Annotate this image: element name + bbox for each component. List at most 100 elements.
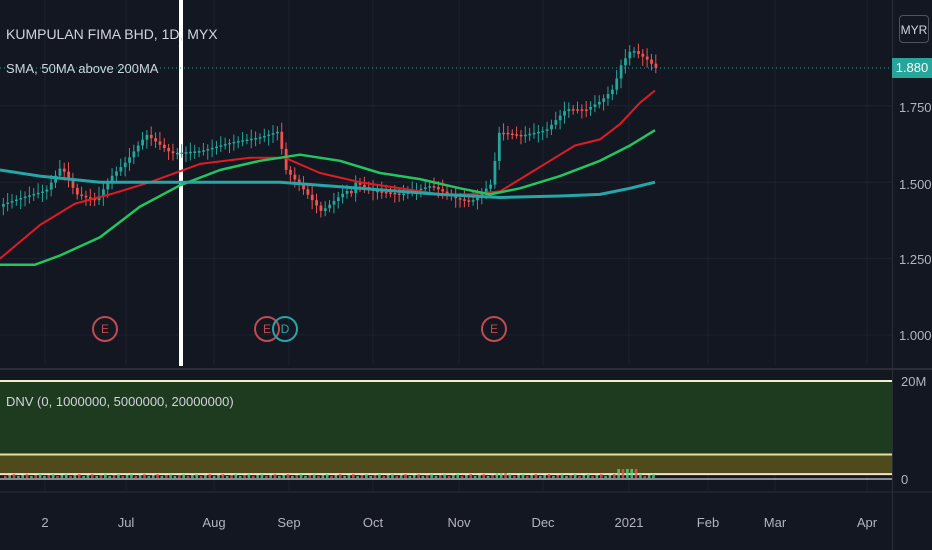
y-tick-label: 1.750 — [899, 100, 932, 115]
candle-body — [567, 109, 571, 112]
earnings-event-marker[interactable]: E — [481, 316, 507, 342]
candle-body — [41, 191, 44, 194]
candle-body — [532, 132, 536, 135]
volume-bar — [373, 475, 377, 478]
candle-body — [484, 188, 488, 193]
volume-bar — [282, 475, 285, 478]
candle-body — [202, 150, 205, 152]
x-tick-label: Oct — [362, 515, 384, 530]
candle-body — [502, 132, 506, 135]
volume-bar — [234, 474, 238, 478]
volume-bar — [147, 476, 151, 478]
study-label[interactable]: SMA, 50MA above 200MA — [6, 61, 159, 76]
candle-body — [58, 168, 62, 176]
candle-body — [167, 148, 171, 152]
volume-bar — [304, 476, 307, 478]
volume-bar — [295, 475, 299, 478]
candle-body — [554, 120, 558, 125]
volume-bar — [95, 476, 98, 478]
volume-bar — [212, 476, 216, 478]
x-tick-label: Jul — [117, 515, 135, 530]
candle-body — [136, 145, 140, 152]
volume-bar — [391, 474, 394, 478]
sma-200-line — [0, 168, 656, 199]
symbol-title[interactable]: KUMPULAN FIMA BHD, 1D, MYX — [6, 26, 218, 42]
volume-tick-label: 0 — [901, 472, 909, 487]
x-tick-label: 2 — [41, 515, 49, 530]
volume-bar — [604, 476, 607, 478]
candle-body — [593, 104, 597, 108]
volume-bar — [395, 476, 399, 478]
dividend-event-marker[interactable]: D — [272, 316, 298, 342]
volume-bar — [164, 475, 168, 478]
candle-body — [297, 179, 301, 185]
volume-bar — [356, 476, 359, 478]
volume-bar — [312, 474, 316, 478]
volume-bar — [582, 475, 586, 478]
currency-button[interactable]: MYR — [899, 15, 929, 43]
candle-body — [437, 187, 440, 190]
volume-bar — [121, 476, 125, 478]
candle-body — [393, 192, 397, 195]
volume-bar — [491, 475, 494, 478]
earnings-event-marker[interactable]: E — [92, 316, 118, 342]
volume-bar — [591, 476, 594, 478]
candle-body — [149, 134, 153, 139]
volume-bar — [51, 474, 55, 478]
candle-body — [210, 147, 214, 150]
candle-body — [389, 192, 392, 194]
candle-body — [263, 135, 266, 138]
candle-body — [267, 134, 271, 137]
candle-body — [328, 204, 332, 209]
event-label: E — [100, 322, 109, 336]
candle-body — [84, 195, 88, 198]
candle-body — [545, 129, 549, 131]
volume-bar — [86, 475, 90, 478]
volume-bar — [17, 476, 20, 478]
volume-bar — [626, 469, 629, 478]
volume-bar — [291, 476, 294, 478]
volume-bar — [473, 476, 477, 478]
candle-body — [180, 152, 184, 155]
volume-bar — [443, 474, 446, 478]
volume-bar — [199, 476, 203, 478]
volume-bar — [543, 475, 546, 478]
candle-body — [80, 194, 84, 196]
volume-bar — [586, 474, 590, 478]
volume-bar — [521, 474, 525, 478]
volume-bar — [30, 476, 33, 478]
volume-bar — [369, 476, 372, 478]
candle-body — [154, 138, 158, 142]
volume-bar — [134, 476, 138, 478]
volume-bar — [634, 469, 638, 478]
volume-bar — [195, 474, 198, 478]
candle-body — [628, 51, 632, 59]
x-tick-label: Feb — [696, 515, 720, 530]
event-label: E — [489, 322, 498, 336]
candle-body — [345, 190, 349, 194]
candle-body — [6, 202, 10, 205]
candle-body — [106, 182, 110, 190]
volume-bar — [130, 474, 133, 478]
candle-body — [589, 107, 593, 110]
candle-body — [258, 137, 262, 139]
volume-bar — [221, 474, 225, 478]
volume-study-label[interactable]: DNV (0, 1000000, 5000000, 20000000) — [6, 394, 234, 409]
volume-bar — [117, 474, 120, 478]
volume-bar — [534, 474, 538, 478]
candle-body — [197, 151, 201, 153]
volume-bar — [208, 474, 212, 478]
volume-bar — [430, 474, 433, 478]
candle-body — [428, 186, 432, 188]
candle-body — [515, 134, 519, 136]
candle-body — [276, 131, 279, 134]
candle-body — [645, 56, 649, 60]
candle-body — [45, 189, 49, 192]
x-tick-label: Apr — [856, 515, 878, 530]
volume-bar — [4, 476, 7, 478]
candle-body — [584, 109, 588, 111]
candle-body — [519, 134, 523, 137]
volume-bar — [412, 475, 416, 478]
volume-bar — [321, 475, 325, 478]
